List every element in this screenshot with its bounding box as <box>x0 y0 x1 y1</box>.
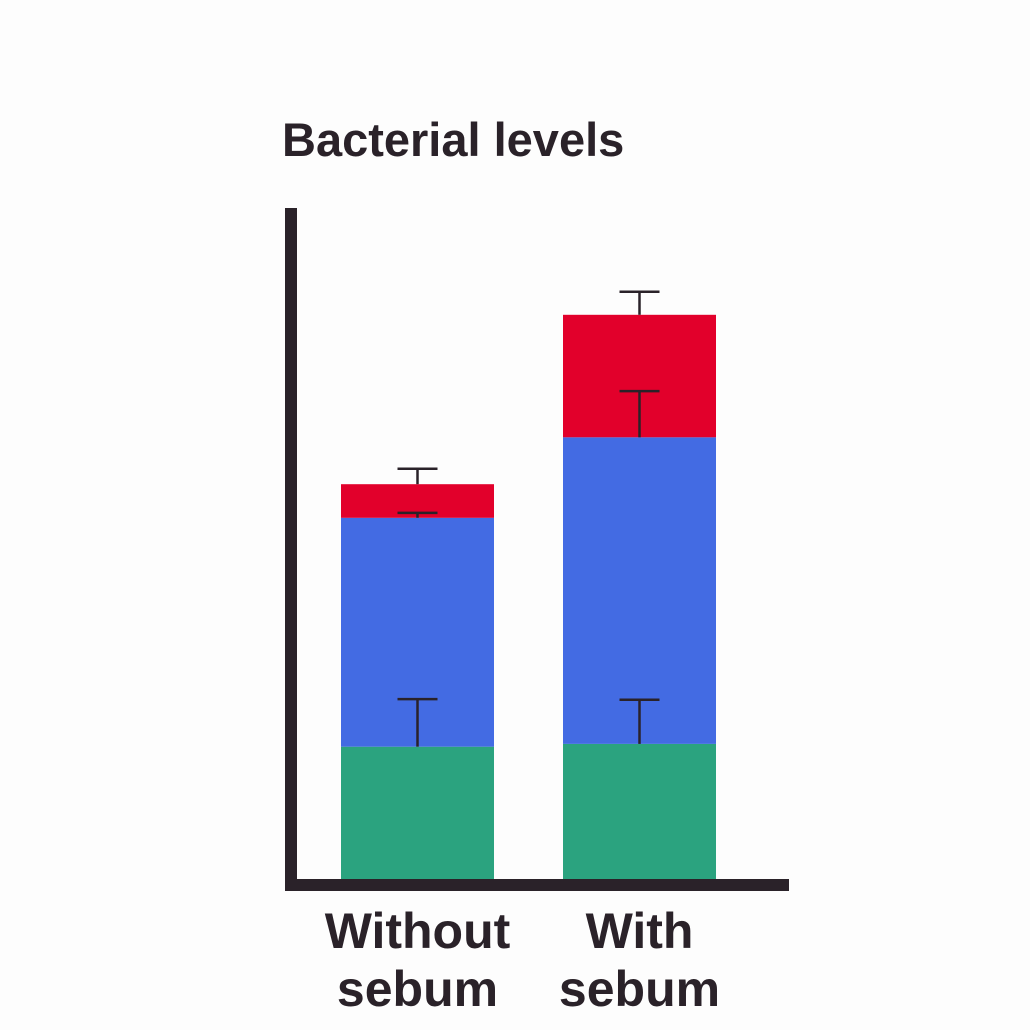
error-bars-layer <box>397 290 660 747</box>
category-label: With sebum <box>559 903 720 1017</box>
category-label-line: sebum <box>337 961 498 1017</box>
category-label-line: Without <box>325 903 511 959</box>
error-bar <box>397 697 438 747</box>
bars-layer <box>341 314 716 879</box>
error-bar <box>619 290 660 315</box>
category-label-line: With <box>586 903 694 959</box>
bar-segment <box>563 437 716 744</box>
bar-segment <box>563 743 716 879</box>
category-label: Without sebum <box>325 903 511 1017</box>
bar-segment <box>341 746 494 879</box>
error-bar <box>397 467 438 485</box>
category-label-line: sebum <box>559 961 720 1017</box>
error-bar <box>619 389 660 438</box>
error-bar <box>619 698 660 744</box>
error-bar <box>397 511 438 518</box>
chart-title: Bacterial levels <box>282 113 624 166</box>
